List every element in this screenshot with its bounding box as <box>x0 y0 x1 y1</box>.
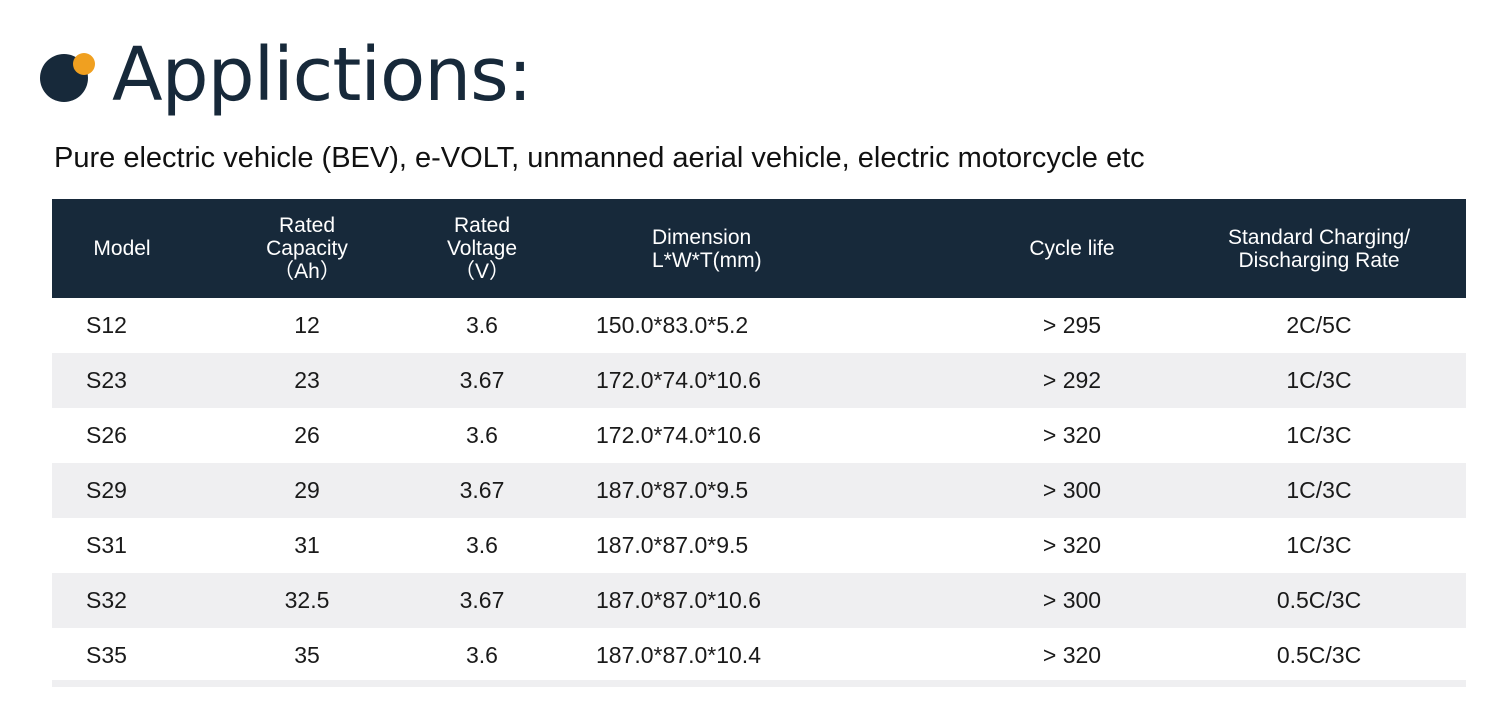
cell-capacity: 29 <box>294 477 320 503</box>
cell-capacity: 26 <box>294 422 320 448</box>
header-line: Dimension <box>652 225 752 249</box>
cell-voltage: 3.6 <box>466 312 498 338</box>
cell-model: S12 <box>86 312 127 338</box>
column-header-cycle-life: Cycle life <box>972 199 1172 298</box>
table-bottom-strip <box>52 680 1466 687</box>
cell-cycle-life: > 292 <box>1042 367 1102 393</box>
cell-dimension: 172.0*74.0*10.6 <box>596 367 761 393</box>
table-row: S35 35 3.6 187.0*87.0*10.4 > 320 0.5C/3C <box>52 628 1466 683</box>
cell-rate: 2C/5C <box>1286 312 1352 338</box>
header-line: Standard Charging/ <box>1227 225 1411 249</box>
cell-cycle-life: > 295 <box>1042 312 1102 338</box>
cell-model: S26 <box>86 422 127 448</box>
column-header-dimension: Dimension L*W*T(mm) <box>542 199 972 298</box>
cell-voltage: 3.67 <box>459 477 505 503</box>
header-line: Rated <box>278 214 336 237</box>
cell-model: S32 <box>86 587 127 613</box>
cell-dimension: 187.0*87.0*10.4 <box>596 642 761 668</box>
cell-rate: 1C/3C <box>1286 477 1352 503</box>
cell-model: S29 <box>86 477 127 503</box>
cell-capacity: 23 <box>294 367 320 393</box>
spec-table: Model Rated Capacity （Ah） Rated Voltage （V） Dim… <box>52 199 1466 683</box>
cell-rate: 0.5C/3C <box>1276 587 1362 613</box>
cell-model: S35 <box>86 642 127 668</box>
cell-rate: 1C/3C <box>1286 532 1352 558</box>
cell-cycle-life: > 300 <box>1042 477 1102 503</box>
header-line: Capacity <box>266 237 348 260</box>
cell-dimension: 172.0*74.0*10.6 <box>596 422 761 448</box>
cell-cycle-life: > 320 <box>1042 642 1102 668</box>
header-line: （V） <box>453 260 510 283</box>
table-row: S29 29 3.67 187.0*87.0*9.5 > 300 1C/3C <box>52 463 1466 518</box>
header-line: L*W*T(mm) <box>652 248 762 272</box>
cell-capacity: 32.5 <box>284 587 330 613</box>
cell-voltage: 3.67 <box>459 587 505 613</box>
header-line: Cycle life <box>1029 237 1115 260</box>
header-line: Voltage <box>446 237 518 260</box>
cell-dimension: 187.0*87.0*9.5 <box>596 477 749 503</box>
cell-capacity: 12 <box>294 312 320 338</box>
cell-rate: 0.5C/3C <box>1276 642 1362 668</box>
cell-voltage: 3.6 <box>466 422 498 448</box>
cell-capacity: 35 <box>294 642 320 668</box>
cell-voltage: 3.6 <box>466 532 498 558</box>
cell-model: S31 <box>86 532 127 558</box>
header-line: Discharging Rate <box>1238 248 1400 272</box>
header-line: Model <box>93 237 151 260</box>
table-row: S31 31 3.6 187.0*87.0*9.5 > 320 1C/3C <box>52 518 1466 573</box>
column-header-rate: Standard Charging/Discharging Rate <box>1172 199 1466 298</box>
cell-model: S23 <box>86 367 127 393</box>
header-line: Rated <box>453 214 511 237</box>
cell-voltage: 3.6 <box>466 642 498 668</box>
table-row: S32 32.5 3.67 187.0*87.0*10.6 > 300 0.5C/3C <box>52 573 1466 628</box>
page-title: Applictions: <box>112 32 533 118</box>
cell-capacity: 31 <box>294 532 320 558</box>
column-header-voltage: Rated Voltage （V） <box>422 199 542 298</box>
cell-dimension: 187.0*87.0*9.5 <box>596 532 749 558</box>
column-header-model: Model <box>52 199 192 298</box>
table-row: S12 12 3.6 150.0*83.0*5.2 > 295 2C/5C <box>52 298 1466 353</box>
applications-description: Pure electric vehicle (BEV), e-VOLT, unm… <box>54 142 1145 174</box>
logo-dots-icon <box>40 53 95 102</box>
cell-cycle-life: > 320 <box>1042 532 1102 558</box>
header-line: （Ah） <box>273 260 341 283</box>
cell-dimension: 150.0*83.0*5.2 <box>596 312 749 338</box>
cell-rate: 1C/3C <box>1286 367 1352 393</box>
cell-rate: 1C/3C <box>1286 422 1352 448</box>
column-header-capacity: Rated Capacity （Ah） <box>192 199 422 298</box>
cell-cycle-life: > 320 <box>1042 422 1102 448</box>
table-row: S26 26 3.6 172.0*74.0*10.6 > 320 1C/3C <box>52 408 1466 463</box>
table-header-row: Model Rated Capacity （Ah） Rated Voltage （V） Dim… <box>52 199 1466 298</box>
cell-dimension: 187.0*87.0*10.6 <box>596 587 761 613</box>
cell-voltage: 3.67 <box>459 367 505 393</box>
cell-cycle-life: > 300 <box>1042 587 1102 613</box>
table-row: S23 23 3.67 172.0*74.0*10.6 > 292 1C/3C <box>52 353 1466 408</box>
